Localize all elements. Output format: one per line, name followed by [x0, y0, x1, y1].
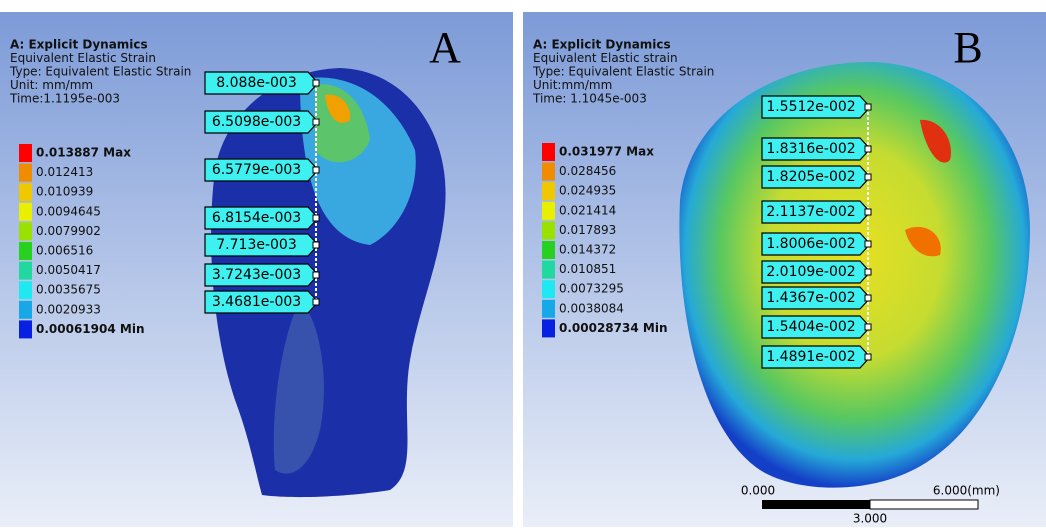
panel-letter: A: [429, 23, 461, 72]
legend-swatch: [542, 319, 555, 337]
header-line: Time:1.1195e-003: [9, 92, 120, 106]
header-line: Type: Equivalent Elastic Strain: [9, 65, 191, 79]
header-line: Unit: mm/mm: [10, 78, 93, 92]
probe-marker: [313, 80, 319, 86]
legend-label: 0.0073295: [559, 282, 624, 296]
legend-label: 0.0094645: [36, 204, 101, 218]
legend-label: 0.0020933: [36, 302, 101, 316]
probe-label: 1.5404e-002: [766, 319, 855, 335]
legend-swatch: [19, 320, 32, 338]
scale-middle: 3.000: [853, 512, 887, 526]
probe-label: 6.5098e-003: [212, 114, 301, 130]
legend-label: 0.012413: [36, 165, 93, 179]
scale-bar-black: [762, 500, 870, 509]
legend-swatch: [542, 221, 555, 239]
probe-marker: [313, 242, 319, 248]
probe-label: 1.8006e-002: [766, 236, 855, 252]
legend-swatch: [542, 202, 555, 220]
probe-label: 8.088e-003: [216, 75, 296, 91]
probe-marker: [865, 104, 871, 110]
legend-label: 0.006516: [36, 244, 93, 258]
legend-swatch: [19, 262, 32, 280]
probe-label: 3.7243e-003: [212, 267, 301, 283]
legend-swatch: [19, 144, 32, 162]
legend-swatch: [19, 183, 32, 201]
probe-label: 6.8154e-003: [212, 210, 301, 226]
probe-marker: [313, 167, 319, 173]
header-line: Equivalent Elastic Strain: [10, 51, 156, 65]
legend-swatch: [19, 301, 32, 319]
probe-marker: [865, 146, 871, 152]
legend-label: 0.0035675: [36, 283, 101, 297]
probe-marker: [865, 174, 871, 180]
probe-marker: [313, 299, 319, 305]
legend-label: 0.028456: [559, 164, 616, 178]
legend-label: 0.00028734 Min: [559, 321, 667, 335]
probe-marker: [865, 295, 871, 301]
legend-label: 0.010939: [36, 185, 93, 199]
probe-label: 1.8205e-002: [766, 169, 855, 185]
probe-label: 1.8316e-002: [766, 141, 855, 157]
probe-marker: [865, 209, 871, 215]
probe-label: 1.5512e-002: [766, 99, 855, 115]
probe-label: 1.4891e-002: [766, 349, 855, 365]
probe-marker: [865, 354, 871, 360]
legend-label: 0.010851: [559, 262, 616, 276]
legend-label: 0.0038084: [559, 301, 624, 315]
probe-marker: [865, 241, 871, 247]
figure: A: Explicit DynamicsEquivalent Elastic S…: [0, 0, 1046, 527]
legend-swatch: [542, 261, 555, 279]
legend-label: 0.013887 Max: [36, 146, 131, 160]
header-line: Equivalent Elastic strain: [533, 51, 678, 65]
legend-label: 0.021414: [559, 203, 616, 217]
header-line: A: Explicit Dynamics: [10, 38, 148, 52]
legend-swatch: [542, 280, 555, 298]
legend-swatch: [542, 143, 555, 161]
legend-label: 0.0050417: [36, 263, 101, 277]
probe-marker: [865, 269, 871, 275]
header-line: Type: Equivalent Elastic Strain: [532, 65, 714, 79]
legend-swatch: [19, 203, 32, 221]
probe-marker: [313, 272, 319, 278]
probe-marker: [865, 324, 871, 330]
header-line: A: Explicit Dynamics: [533, 38, 671, 52]
legend-swatch: [542, 241, 555, 259]
legend-swatch: [19, 222, 32, 240]
header-line: Unit:mm/mm: [533, 78, 612, 92]
legend-swatch: [19, 281, 32, 299]
probe-label: 2.1137e-002: [766, 204, 855, 220]
panel-letter: B: [953, 23, 982, 72]
probe-marker: [313, 119, 319, 125]
scale-bar-white: [870, 500, 978, 509]
legend-label: 0.0079902: [36, 224, 101, 238]
legend-label: 0.014372: [559, 243, 616, 257]
legend-label: 0.017893: [559, 223, 616, 237]
legend-swatch: [542, 300, 555, 318]
scale-end: 6.000(mm): [933, 484, 1000, 498]
legend-swatch: [19, 164, 32, 182]
legend-swatch: [19, 242, 32, 260]
probe-label: 2.0109e-002: [766, 264, 855, 280]
legend-swatch: [542, 182, 555, 200]
scale-start: 0.000: [741, 484, 775, 498]
probe-label: 3.4681e-003: [212, 294, 301, 310]
probe-marker: [313, 215, 319, 221]
probe-label: 6.5779e-003: [212, 162, 301, 178]
legend-label: 0.031977 Max: [559, 145, 654, 159]
header-line: Time: 1.1045e-003: [532, 92, 647, 106]
legend-label: 0.024935: [559, 184, 616, 198]
legend-label: 0.00061904 Min: [36, 322, 144, 336]
probe-label: 1.4367e-002: [766, 290, 855, 306]
probe-label: 7.713e-003: [216, 237, 296, 253]
legend-swatch: [542, 163, 555, 181]
